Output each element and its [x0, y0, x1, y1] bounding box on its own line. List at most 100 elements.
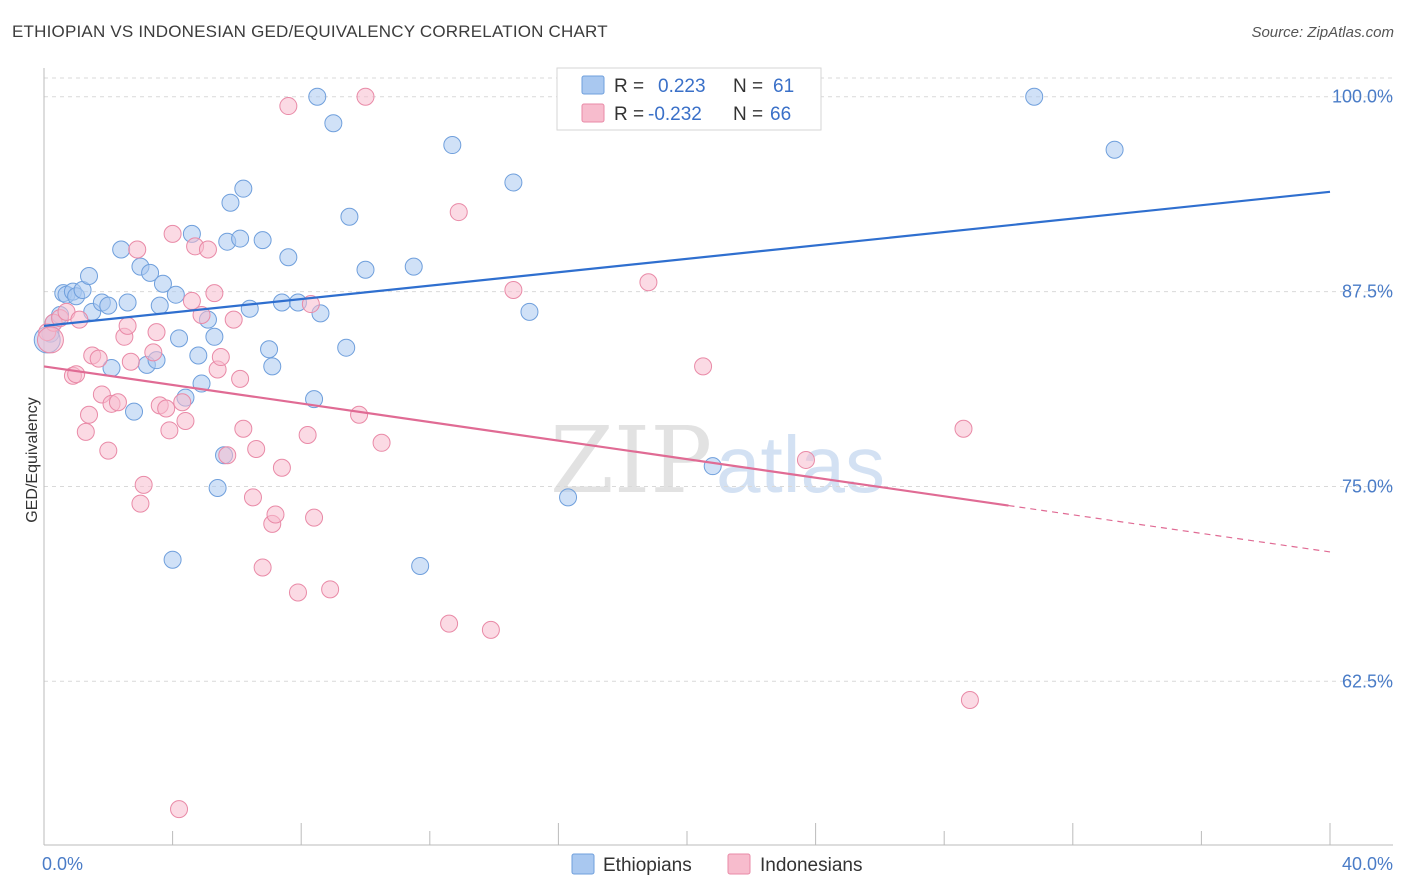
ethiopians-point	[337, 338, 356, 357]
indonesians-point	[224, 310, 243, 329]
ethiopians-point	[703, 457, 722, 476]
ethiopians-point	[234, 179, 253, 198]
indonesians-point	[76, 422, 95, 441]
y-tick-label: 100.0%	[1332, 87, 1393, 107]
legend-r-label-ethiopians: R =	[614, 76, 644, 97]
indonesians-point	[279, 97, 298, 116]
ethiopians-point	[141, 263, 160, 282]
indonesians-point	[147, 323, 166, 342]
indonesians-point	[160, 421, 179, 440]
ethiopians-point	[118, 293, 137, 312]
ethiopians-point	[340, 207, 359, 226]
trend-line-indonesians	[43, 365, 1009, 507]
ethiopians-point	[153, 274, 172, 293]
indonesians-point	[960, 691, 979, 710]
indonesians-point	[157, 399, 176, 418]
indonesians-point	[288, 583, 307, 602]
indonesians-point	[89, 349, 108, 368]
indonesians-point	[205, 284, 224, 303]
indonesians-point	[694, 357, 713, 376]
ethiopians-point	[150, 296, 169, 315]
ethiopians-point	[443, 136, 462, 155]
indonesians-point	[176, 411, 195, 430]
indonesians-point	[108, 393, 127, 412]
indonesians-point	[231, 369, 250, 388]
ethiopians-point	[559, 488, 578, 507]
y-axis-title: GED/Equivalency	[24, 397, 41, 522]
y-tick-label: 87.5%	[1342, 282, 1393, 302]
ethiopians-point	[80, 266, 99, 285]
indonesians-point	[481, 620, 500, 639]
indonesians-point	[350, 405, 369, 424]
indonesians-point	[298, 425, 317, 444]
ethiopians-point	[324, 114, 343, 133]
indonesians-point	[272, 458, 291, 477]
indonesians-point	[131, 494, 150, 513]
indonesians-point	[121, 352, 140, 371]
indonesians-point	[99, 441, 118, 460]
ethiopians-point	[170, 329, 189, 348]
ethiopians-point	[231, 229, 250, 248]
indonesians-point	[305, 508, 324, 527]
ethiopians-point	[504, 173, 523, 192]
series-legend-swatch-ethiopians[interactable]	[571, 853, 595, 875]
y-tick-label: 75.0%	[1342, 476, 1393, 496]
indonesians-point	[67, 365, 86, 384]
ethiopians-point	[404, 257, 423, 276]
ethiopians-point	[205, 327, 224, 346]
ethiopians-point	[260, 340, 279, 359]
ethiopians-point	[411, 556, 430, 575]
legend-n-label-ethiopians: N =	[733, 76, 763, 97]
ethiopians-point	[520, 302, 539, 321]
indonesians-point	[504, 281, 523, 300]
legend-n-label-indonesians: N =	[733, 104, 763, 125]
indonesians-point	[449, 203, 468, 222]
indonesians-point	[321, 580, 340, 599]
indonesians-point	[128, 240, 147, 259]
correlation-legend: R = 0.223 N = 61 R = -0.232 N = 66	[556, 67, 822, 131]
indonesians-point	[356, 87, 375, 106]
ethiopians-point	[221, 193, 240, 212]
indonesians-point	[218, 446, 237, 465]
series-legend-label-indonesians[interactable]: Indonesians	[760, 855, 862, 876]
indonesians-point	[247, 440, 266, 459]
indonesians-point	[440, 614, 459, 633]
indonesians-point	[163, 224, 182, 243]
indonesians-point	[118, 316, 137, 335]
indonesians-point	[266, 505, 285, 524]
legend-swatch-indonesians	[581, 103, 605, 123]
indonesians-point	[234, 419, 253, 438]
indonesians-point	[954, 419, 973, 438]
x-tick-label-min: 0.0%	[42, 854, 83, 874]
ethiopians-point	[356, 260, 375, 279]
ethiopians-point	[189, 346, 208, 365]
indonesians-point	[639, 273, 658, 292]
indonesians-point	[796, 450, 815, 469]
indonesians-point	[134, 475, 153, 494]
trend-lines	[43, 190, 1331, 553]
indonesians-point	[301, 295, 320, 314]
indonesians-point	[198, 240, 217, 259]
trend-line-extension-indonesians	[1008, 504, 1331, 553]
indonesians-point	[173, 393, 192, 412]
series-legend-swatch-indonesians[interactable]	[727, 853, 751, 875]
legend-r-value-ethiopians: 0.223	[658, 76, 706, 97]
legend-r-label-indonesians: R =	[614, 104, 644, 125]
watermark-zip: ZIP	[550, 407, 712, 514]
indonesians-points	[36, 87, 979, 819]
axes	[43, 68, 1393, 846]
ethiopians-point	[263, 357, 282, 376]
ethiopians-point	[112, 240, 131, 259]
trend-line-ethiopians	[43, 190, 1331, 327]
indonesians-point	[80, 405, 99, 424]
indonesians-point	[211, 348, 230, 367]
y-tick-labels: 62.5% 75.0% 87.5% 100.0%	[1332, 87, 1393, 692]
ethiopians-point	[308, 87, 327, 106]
ethiopians-point	[305, 390, 324, 409]
indonesians-point	[243, 488, 262, 507]
ethiopians-point	[1025, 87, 1044, 106]
indonesians-point	[372, 433, 391, 452]
indonesians-point	[70, 310, 89, 329]
series-legend-label-ethiopians[interactable]: Ethiopians	[603, 855, 692, 876]
